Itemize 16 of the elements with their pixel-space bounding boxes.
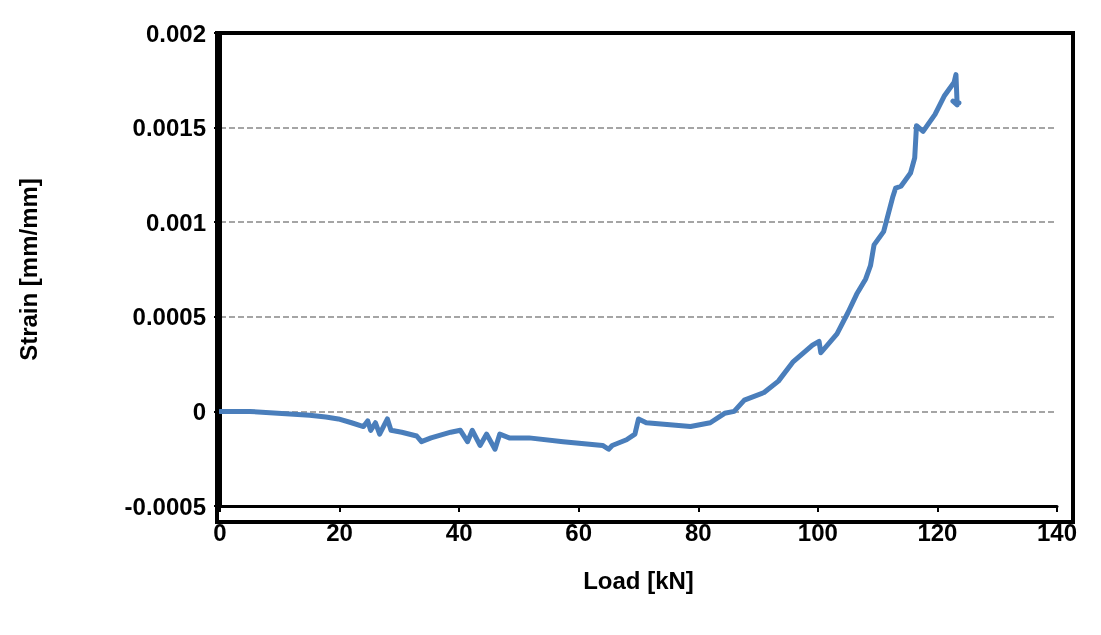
y-tick-label: 0.0005 bbox=[132, 303, 206, 331]
x-tick-label: 60 bbox=[565, 518, 593, 546]
y-tick-label: 0.0015 bbox=[132, 114, 206, 142]
x-tick-label: 140 bbox=[1036, 518, 1078, 546]
x-tick-label: 100 bbox=[797, 518, 838, 546]
x-tick-label: 120 bbox=[917, 518, 958, 546]
y-axis-title: Strain [mm/mm] bbox=[14, 178, 42, 361]
y-tick-label: 0.001 bbox=[145, 208, 206, 236]
x-tick-label: 20 bbox=[326, 518, 353, 546]
x-tick-label: 40 bbox=[445, 518, 473, 546]
y-tick-label: 0.002 bbox=[145, 19, 206, 47]
x-tick-label: 0 bbox=[213, 518, 227, 546]
x-axis-title: Load [kN] bbox=[583, 566, 694, 594]
y-tick-label: -0.0005 bbox=[124, 492, 206, 520]
y-tick-label: 0 bbox=[192, 397, 206, 425]
x-tick-label: 80 bbox=[684, 518, 712, 546]
